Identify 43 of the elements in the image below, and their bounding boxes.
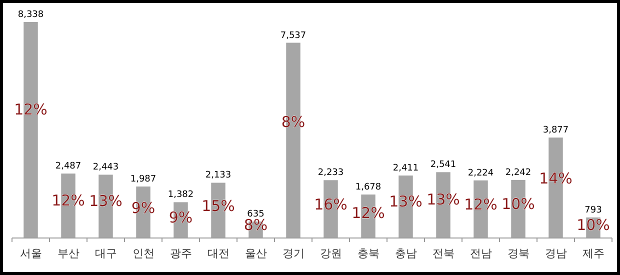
data-label: 793 — [584, 205, 602, 216]
data-label: 1,382 — [168, 190, 194, 200]
data-label: 2,443 — [92, 162, 119, 173]
data-label: 7,537 — [280, 30, 306, 41]
x-tick-label: 충남 — [394, 247, 417, 260]
annotation: 12% — [52, 191, 85, 210]
x-tick-label: 부산 — [57, 247, 80, 260]
annotation: 14% — [539, 170, 572, 188]
annotation: 10% — [576, 216, 610, 234]
x-tick-label: 강원 — [320, 247, 342, 260]
x-tick-label: 경기 — [282, 247, 304, 260]
data-label: 8,338 — [18, 10, 44, 20]
annotation: 15% — [202, 196, 235, 215]
annotation: 12% — [14, 100, 48, 118]
x-tick-label: 서울 — [20, 247, 42, 260]
annotation: 13% — [426, 190, 460, 209]
x-tick-label: 제주 — [582, 247, 604, 260]
data-label: 2,411 — [392, 164, 419, 174]
data-label: 2,242 — [505, 168, 532, 178]
x-tick-label: 전남 — [470, 247, 492, 260]
annotation: 13% — [89, 192, 122, 210]
x-tick-label: 전북 — [432, 247, 454, 260]
data-label: 1,678 — [355, 182, 382, 193]
x-tick-label: 충북 — [357, 247, 380, 260]
annotation: 13% — [389, 192, 422, 211]
data-label: 2,233 — [318, 168, 344, 178]
x-tick-label: 인천 — [132, 247, 154, 260]
data-label: 2,133 — [205, 170, 232, 181]
data-label: 2,541 — [430, 160, 456, 170]
annotation: 12% — [352, 204, 385, 222]
data-label: 3,877 — [542, 126, 569, 136]
x-tick-label: 울산 — [244, 247, 267, 260]
data-label: 2,224 — [468, 168, 494, 178]
x-tick-label: 광주 — [170, 247, 192, 260]
annotation: 12% — [464, 195, 498, 214]
x-tick-label: 경남 — [544, 247, 567, 260]
data-label: 1,987 — [130, 174, 156, 185]
annotation: 10% — [502, 195, 535, 214]
x-tick-label: 경북 — [507, 247, 530, 260]
x-tick-label: 대구 — [94, 247, 117, 260]
data-label: 2,487 — [55, 162, 82, 172]
x-tick-label: 대전 — [207, 247, 230, 260]
annotation: 16% — [314, 195, 348, 214]
